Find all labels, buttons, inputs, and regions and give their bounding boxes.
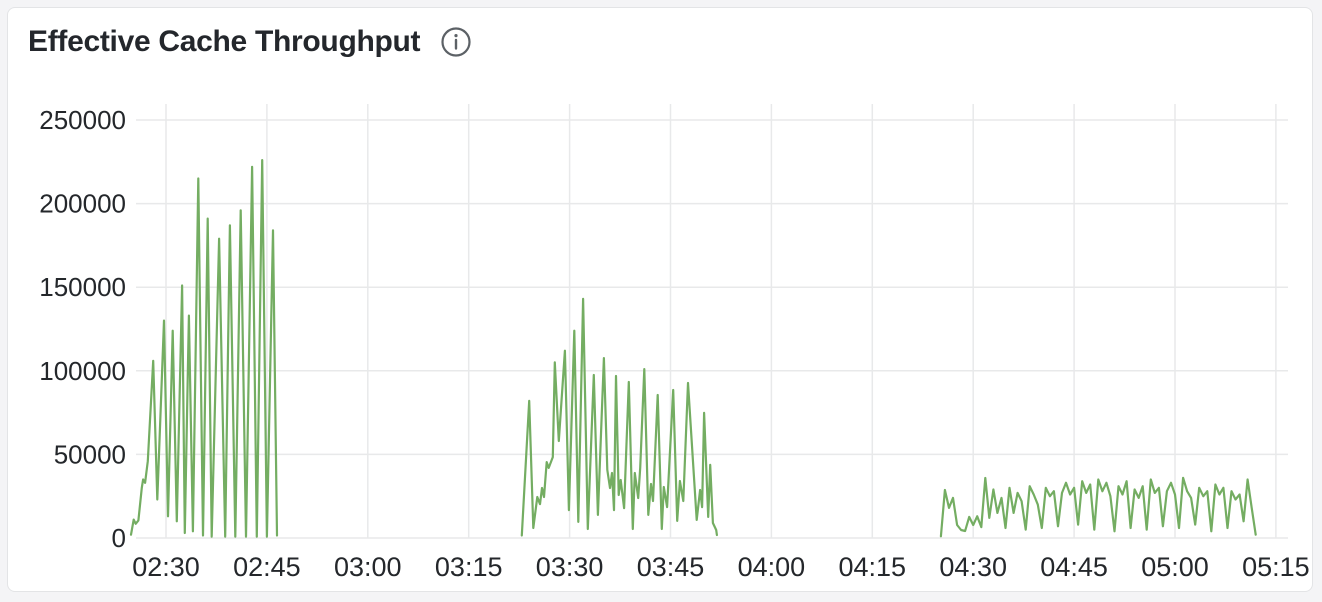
series-line-burst-3	[939, 476, 1257, 538]
panel-title: Effective Cache Throughput	[28, 25, 421, 58]
series-line-burst-1	[129, 159, 279, 538]
info-icon-glyph	[441, 27, 471, 57]
x-axis-tick-label: 03:30	[536, 552, 604, 582]
throughput-chart[interactable]: 0 50000 100000 150000 200000 250000 02:30 02:45…	[7, 7, 1313, 592]
x-axis-tick-label: 03:15	[435, 552, 503, 582]
y-axis-tick-label: 50000	[54, 439, 126, 469]
series-line-burst-2	[520, 297, 719, 537]
chart-area[interactable]: 0 50000 100000 150000 200000 250000 02:30 02:45…	[7, 7, 1313, 592]
x-axis-tick-label: 05:15	[1242, 552, 1310, 582]
x-axis-tick-label: 03:45	[637, 552, 705, 582]
x-axis-tick-label: 04:30	[939, 552, 1007, 582]
x-axis-tick-label: 04:00	[738, 552, 806, 582]
y-axis-tick-label: 250000	[39, 105, 126, 135]
y-axis-tick-label: 100000	[39, 356, 126, 386]
x-axis-tick-label: 02:30	[132, 552, 200, 582]
y-axis-tick-label: 150000	[39, 272, 126, 302]
x-axis-tick-label: 05:00	[1141, 552, 1209, 582]
x-axis-tick-label: 04:15	[839, 552, 907, 582]
x-axis-tick-label: 04:45	[1040, 552, 1108, 582]
info-icon[interactable]	[440, 26, 472, 58]
panel-header: Effective Cache Throughput	[28, 24, 472, 60]
x-axis-tick-label: 02:45	[233, 552, 301, 582]
y-axis-tick-label: 0	[112, 523, 126, 553]
x-axis-tick-label: 03:00	[334, 552, 402, 582]
y-axis-tick-label: 200000	[39, 189, 126, 219]
